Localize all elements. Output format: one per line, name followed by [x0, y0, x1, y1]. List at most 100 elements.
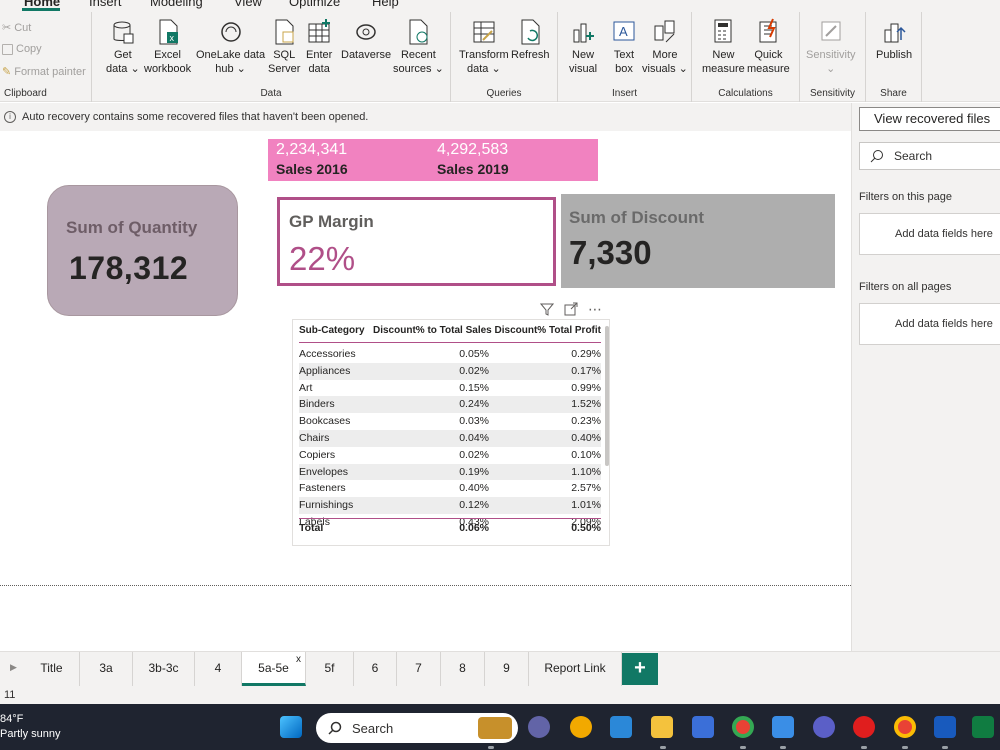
ribbon: ✂ Cut Copy ✎ Format painter Clipboard Get d… [0, 12, 1000, 102]
gp-margin-card[interactable]: GP Margin 22% [277, 197, 556, 286]
recent-sources-button[interactable]: Recent sources ⌄ [393, 18, 444, 76]
page-tab-3a[interactable]: 3a [80, 652, 133, 686]
report-canvas[interactable]: 2,234,341 Sales 2016 4,292,583 Sales 201… [0, 131, 851, 651]
svg-text:x: x [169, 33, 174, 43]
sales-2019-label: Sales 2019 [437, 161, 509, 177]
opera-icon[interactable] [853, 716, 875, 738]
database-icon [113, 21, 134, 44]
visual-header: ⋯ [540, 301, 603, 317]
gp-margin-label: GP Margin [289, 212, 374, 231]
tab-home[interactable]: Home [24, 0, 61, 9]
page-tab-8[interactable]: 8 [441, 652, 485, 686]
close-tab-icon[interactable]: x [296, 654, 301, 665]
filters-page-drop-zone[interactable]: Add data fields here [859, 213, 1000, 255]
more-visuals-button[interactable]: More visuals ⌄ [642, 18, 688, 76]
cell-discount-sales: 0.40% [459, 482, 489, 495]
auto-recovery-message: Auto recovery contains some recovered fi… [22, 111, 369, 123]
refresh-button[interactable]: Refresh [511, 18, 550, 62]
filters-search-placeholder: Search [894, 149, 933, 163]
taskbar-search[interactable]: Search [316, 713, 518, 743]
sales-card[interactable]: 2,234,341 Sales 2016 4,292,583 Sales 201… [268, 139, 598, 181]
page-tab-5a-5e[interactable]: 5a-5e [242, 652, 306, 686]
filters-search-box[interactable]: Search [859, 142, 1000, 170]
table-scrollbar[interactable] [605, 326, 609, 466]
cell-discount-profit: 0.40% [571, 431, 601, 444]
excel-taskbar-icon[interactable] [972, 716, 994, 738]
tab-modeling[interactable]: Modeling [150, 0, 203, 9]
file-explorer-icon[interactable] [651, 716, 673, 738]
table-row[interactable]: Accessories 0.05% 0.29% [299, 346, 601, 363]
new-visual-button[interactable]: New visual [569, 18, 597, 76]
info-icon: i [4, 111, 16, 123]
page-tab-7[interactable]: 7 [397, 652, 441, 686]
table-row[interactable]: Copiers 0.02% 0.10% [299, 447, 601, 464]
copy-button[interactable]: Copy [2, 43, 42, 55]
transform-data-button[interactable]: Transform data ⌄ [459, 18, 509, 76]
mail-icon[interactable] [772, 716, 794, 738]
table-row[interactable]: Furnishings 0.12% 1.01% [299, 497, 601, 514]
cell-discount-profit: 1.01% [571, 499, 601, 512]
filters-all-pages-drop-zone[interactable]: Add data fields here [859, 303, 1000, 345]
header-discount-sales[interactable]: Discount% to Total Sales [373, 325, 492, 336]
more-options-icon[interactable]: ⋯ [588, 300, 603, 317]
header-subcategory[interactable]: Sub-Category [299, 325, 365, 336]
page-tab-6[interactable]: 6 [354, 652, 397, 686]
monitor-icon[interactable] [610, 716, 632, 738]
subcategory-table[interactable]: Sub-Category Discount% to Total Sales Di… [292, 319, 610, 546]
header-discount-profit[interactable]: Discount% Total Profit [494, 325, 601, 336]
copilot-icon[interactable] [813, 716, 835, 738]
table-row[interactable]: Bookcases 0.03% 0.23% [299, 413, 601, 430]
cut-button[interactable]: ✂ Cut [2, 21, 32, 35]
tab-optimize[interactable]: Optimize [289, 0, 341, 9]
table-row[interactable]: Binders 0.24% 1.52% [299, 396, 601, 414]
discount-value: 7,330 [569, 234, 652, 271]
page-tab-3b-3c[interactable]: 3b-3c [133, 652, 195, 686]
table-row[interactable]: Fasteners 0.40% 2.57% [299, 480, 601, 497]
windows-start-icon[interactable] [280, 716, 302, 738]
table-row[interactable]: Envelopes 0.19% 1.10% [299, 463, 601, 481]
table-row[interactable]: Chairs 0.04% 0.40% [299, 429, 601, 447]
word-icon[interactable] [934, 716, 956, 738]
new-measure-button[interactable]: New measure [702, 18, 745, 76]
page-tab-title[interactable]: Title [24, 652, 80, 686]
publish-button[interactable]: Publish [876, 18, 912, 62]
dataverse-button[interactable]: Dataverse [341, 18, 391, 62]
text-box-button[interactable]: A Text box [611, 18, 637, 76]
tab-insert[interactable]: Insert [89, 0, 122, 9]
cell-discount-sales: 0.05% [459, 348, 489, 360]
view-recovered-files-button[interactable]: View recovered files [859, 107, 1000, 131]
quick-measure-button[interactable]: Quick measure [747, 18, 790, 76]
discount-card[interactable]: Sum of Discount 7,330 [561, 194, 835, 288]
table-row[interactable]: Appliances 0.02% 0.17% [299, 362, 601, 380]
page-tab-report-link[interactable]: Report Link [529, 652, 622, 686]
page-tab-4[interactable]: 4 [195, 652, 242, 686]
teams-icon[interactable] [528, 716, 550, 738]
enter-data-button[interactable]: Enter data [306, 18, 332, 76]
tab-help[interactable]: Help [372, 0, 399, 9]
clipboard-group-label: Clipboard [4, 88, 47, 99]
quantity-card[interactable]: Sum of Quantity 178,312 [47, 185, 238, 316]
page-tab-9[interactable]: 9 [485, 652, 529, 686]
cell-discount-sales: 0.12% [459, 499, 489, 512]
sensitivity-button[interactable]: Sensitivity ⌄ [806, 18, 856, 76]
excel-workbook-button[interactable]: x Excel workbook [144, 18, 191, 76]
tab-view[interactable]: View [234, 0, 262, 9]
page-tab-5f[interactable]: 5f [306, 652, 354, 686]
cell-discount-profit: 0.29% [571, 348, 601, 360]
focus-mode-icon[interactable] [564, 302, 578, 316]
myhp-icon[interactable] [692, 716, 714, 738]
tab-scroll-left-icon[interactable]: ▶ [10, 662, 17, 672]
format-painter-button[interactable]: ✎ Format painter [2, 65, 86, 79]
add-page-button[interactable]: + [622, 653, 658, 685]
chrome-icon[interactable] [732, 716, 754, 738]
chrome-profile-icon[interactable] [894, 716, 916, 738]
sensitivity-group-label: Sensitivity [809, 88, 855, 99]
filter-icon[interactable] [540, 302, 554, 316]
sql-server-button[interactable]: SQL Server [268, 18, 300, 76]
onelake-data-hub-button[interactable]: OneLake data hub ⌄ [196, 18, 265, 76]
taskbar-search-label: Search [352, 720, 394, 736]
table-row[interactable]: Art 0.15% 0.99% [299, 380, 601, 397]
get-data-button[interactable]: Get data ⌄ [106, 18, 140, 76]
chrome-canary-icon[interactable] [570, 716, 592, 738]
weather-widget[interactable]: 84°F Partly sunny [0, 712, 61, 742]
